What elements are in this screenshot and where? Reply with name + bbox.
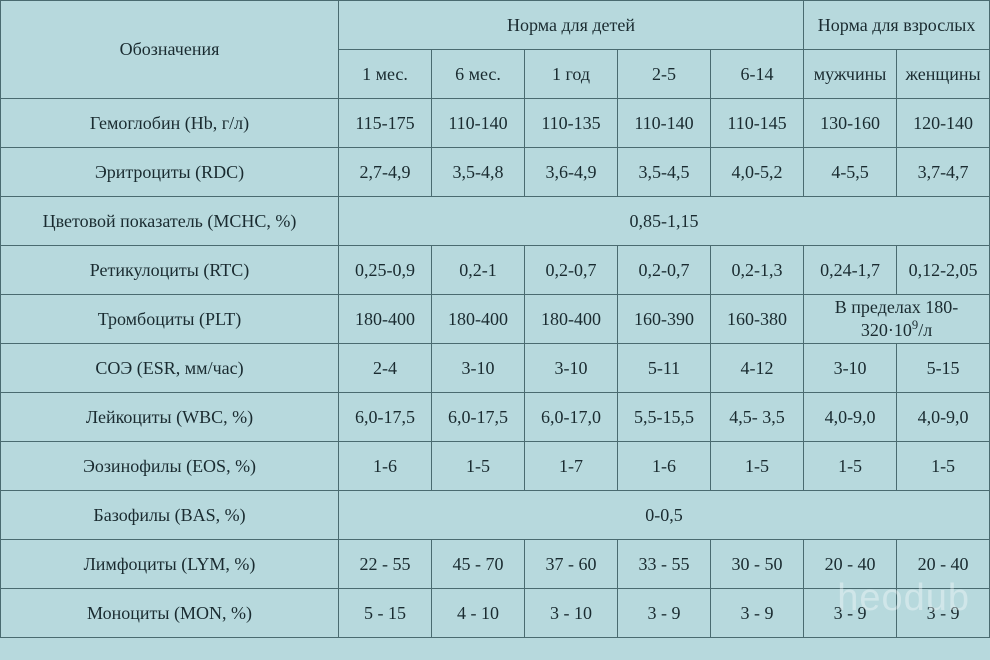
cell: 180-400	[432, 295, 525, 344]
col-6mo: 6 мес.	[432, 50, 525, 99]
cell: 3 - 10	[525, 589, 618, 638]
cell: 1-7	[525, 442, 618, 491]
table-row: Цветовой показатель (МСНС, %)0,85-1,15	[1, 197, 990, 246]
cell: 110-140	[432, 99, 525, 148]
cell: 45 - 70	[432, 540, 525, 589]
row-label: Цветовой показатель (МСНС, %)	[1, 197, 339, 246]
cell: 3 - 9	[711, 589, 804, 638]
col-1yr: 1 год	[525, 50, 618, 99]
cell: 110-145	[711, 99, 804, 148]
col-2-5: 2-5	[618, 50, 711, 99]
row-label: Эозинофилы (EOS, %)	[1, 442, 339, 491]
cell: 2-4	[339, 344, 432, 393]
cell: 5-15	[897, 344, 990, 393]
cell: 30 - 50	[711, 540, 804, 589]
cell: 3,5-4,5	[618, 148, 711, 197]
cell: 120-140	[897, 99, 990, 148]
cell: 3-10	[804, 344, 897, 393]
cell: 4,0-9,0	[804, 393, 897, 442]
row-label: Тромбоциты (PLT)	[1, 295, 339, 344]
table-body: Гемоглобин (Hb, г/л)115-175110-140110-13…	[1, 99, 990, 638]
table-row: Лейкоциты (WBC, %)6,0-17,56,0-17,56,0-17…	[1, 393, 990, 442]
cell: 3,7-4,7	[897, 148, 990, 197]
cell: 115-175	[339, 99, 432, 148]
cell: 6,0-17,5	[432, 393, 525, 442]
cell: 3,5-4,8	[432, 148, 525, 197]
cell: 0,24-1,7	[804, 246, 897, 295]
cell: 4,0-9,0	[897, 393, 990, 442]
cell: 180-400	[339, 295, 432, 344]
cell: 160-380	[711, 295, 804, 344]
cell: 1-5	[432, 442, 525, 491]
header-row-1: Обозначения Норма для детей Норма для вз…	[1, 1, 990, 50]
row-span-adults: В пределах 180-320·109/л	[804, 295, 990, 344]
row-label: Ретикулоциты (RTC)	[1, 246, 339, 295]
col-1mo: 1 мес.	[339, 50, 432, 99]
cell: 5 - 15	[339, 589, 432, 638]
row-label: Эритроциты (RDC)	[1, 148, 339, 197]
col-6-14: 6-14	[711, 50, 804, 99]
row-label: Гемоглобин (Hb, г/л)	[1, 99, 339, 148]
cell: 1-5	[897, 442, 990, 491]
cell: 0,2-0,7	[525, 246, 618, 295]
cell: 22 - 55	[339, 540, 432, 589]
cell: 110-135	[525, 99, 618, 148]
cell: 33 - 55	[618, 540, 711, 589]
col-header-label: Обозначения	[1, 1, 339, 99]
cell: 37 - 60	[525, 540, 618, 589]
col-men: мужчины	[804, 50, 897, 99]
table-row: Эозинофилы (EOS, %)1-61-51-71-61-51-51-5	[1, 442, 990, 491]
table-row: СОЭ (ESR, мм/час)2-43-103-105-114-123-10…	[1, 344, 990, 393]
cell: 1-6	[618, 442, 711, 491]
cell: 4-12	[711, 344, 804, 393]
cell: 4,5- 3,5	[711, 393, 804, 442]
cell: 130-160	[804, 99, 897, 148]
cell: 160-390	[618, 295, 711, 344]
cell: 3 - 9	[897, 589, 990, 638]
table-row: Ретикулоциты (RTC)0,25-0,90,2-10,2-0,70,…	[1, 246, 990, 295]
row-label: Моноциты (MON, %)	[1, 589, 339, 638]
cell: 3-10	[525, 344, 618, 393]
cell: 4-5,5	[804, 148, 897, 197]
cell: 0,12-2,05	[897, 246, 990, 295]
cell: 4,0-5,2	[711, 148, 804, 197]
cell: 2,7-4,9	[339, 148, 432, 197]
row-label: Базофилы (BAS, %)	[1, 491, 339, 540]
cell: 3 - 9	[618, 589, 711, 638]
cell: 6,0-17,5	[339, 393, 432, 442]
cell: 3,6-4,9	[525, 148, 618, 197]
col-women: женщины	[897, 50, 990, 99]
cell: 1-6	[339, 442, 432, 491]
cell: 5,5-15,5	[618, 393, 711, 442]
cell: 5-11	[618, 344, 711, 393]
cell: 4 - 10	[432, 589, 525, 638]
cell: 0,2-1	[432, 246, 525, 295]
table-row: Гемоглобин (Hb, г/л)115-175110-140110-13…	[1, 99, 990, 148]
cell: 1-5	[804, 442, 897, 491]
cell: 180-400	[525, 295, 618, 344]
row-label: Лейкоциты (WBC, %)	[1, 393, 339, 442]
table-row: Лимфоциты (LYM, %)22 - 5545 - 7037 - 603…	[1, 540, 990, 589]
blood-norms-table: Обозначения Норма для детей Норма для вз…	[0, 0, 990, 638]
table-row: Эритроциты (RDC)2,7-4,93,5-4,83,6-4,93,5…	[1, 148, 990, 197]
row-span-all: 0-0,5	[339, 491, 990, 540]
cell: 110-140	[618, 99, 711, 148]
col-header-children: Норма для детей	[339, 1, 804, 50]
table-row: Базофилы (BAS, %)0-0,5	[1, 491, 990, 540]
cell: 0,25-0,9	[339, 246, 432, 295]
row-span-all: 0,85-1,15	[339, 197, 990, 246]
cell: 3-10	[432, 344, 525, 393]
cell: 20 - 40	[804, 540, 897, 589]
row-label: СОЭ (ESR, мм/час)	[1, 344, 339, 393]
cell: 3 - 9	[804, 589, 897, 638]
col-header-adults: Норма для взрослых	[804, 1, 990, 50]
cell: 20 - 40	[897, 540, 990, 589]
table-row: Тромбоциты (PLT)180-400180-400180-400160…	[1, 295, 990, 344]
table-row: Моноциты (MON, %)5 - 154 - 103 - 103 - 9…	[1, 589, 990, 638]
cell: 0,2-1,3	[711, 246, 804, 295]
cell: 1-5	[711, 442, 804, 491]
row-label: Лимфоциты (LYM, %)	[1, 540, 339, 589]
cell: 0,2-0,7	[618, 246, 711, 295]
cell: 6,0-17,0	[525, 393, 618, 442]
